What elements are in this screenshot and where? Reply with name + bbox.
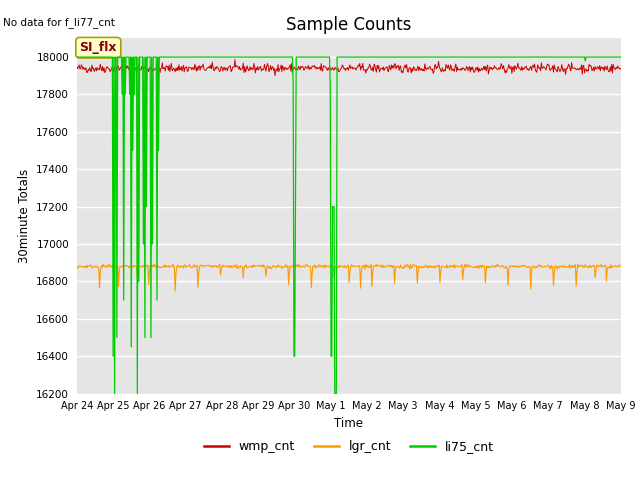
Y-axis label: 30minute Totals: 30minute Totals bbox=[18, 169, 31, 263]
Text: SI_flx: SI_flx bbox=[79, 41, 117, 54]
X-axis label: Time: Time bbox=[334, 417, 364, 430]
Text: No data for f_li77_cnt: No data for f_li77_cnt bbox=[3, 17, 115, 28]
Legend: wmp_cnt, lgr_cnt, li75_cnt: wmp_cnt, lgr_cnt, li75_cnt bbox=[198, 435, 499, 458]
Title: Sample Counts: Sample Counts bbox=[286, 16, 412, 34]
